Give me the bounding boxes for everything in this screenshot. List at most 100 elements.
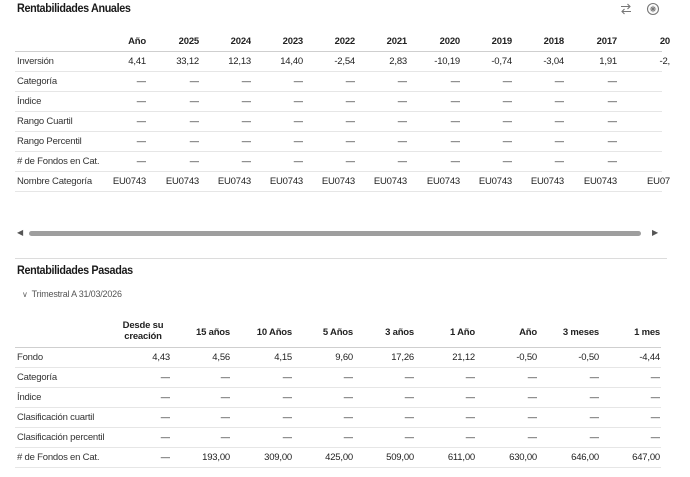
row-label: # de Fondos en Cat. bbox=[17, 452, 100, 463]
table-cell: 509,00 bbox=[386, 452, 414, 463]
table-cell: — bbox=[650, 372, 660, 383]
table-cell: 611,00 bbox=[447, 452, 475, 463]
table-cell: — bbox=[527, 432, 537, 443]
table-cell: — bbox=[397, 116, 407, 127]
table-cell: — bbox=[650, 392, 660, 403]
table-cell: — bbox=[450, 96, 460, 107]
table-cell: — bbox=[136, 96, 146, 107]
period-selector[interactable]: ∨ Trimestral A 31/03/2026 bbox=[22, 289, 122, 299]
table-cell: — bbox=[650, 432, 660, 443]
table-cell: — bbox=[160, 412, 170, 423]
table-cell: — bbox=[607, 156, 617, 167]
table-cell: — bbox=[502, 136, 512, 147]
table-row: Inversión 4,41 33,12 12,13 14,40 -2,54 2,83 -10… bbox=[15, 52, 670, 72]
table-cell: EU0743 bbox=[530, 176, 564, 187]
table-cell: — bbox=[282, 372, 292, 383]
table-cell: EU0743 bbox=[373, 176, 407, 187]
column-header: Año bbox=[128, 36, 146, 47]
column-header: 1 Año bbox=[449, 327, 475, 338]
table-row: Nombre Categoría EU0743 EU0743 EU0743 EU0743… bbox=[15, 172, 670, 192]
row-label: # de Fondos en Cat. bbox=[17, 156, 100, 167]
table-cell: — bbox=[607, 116, 617, 127]
table-cell: — bbox=[189, 116, 199, 127]
column-header: 15 años bbox=[196, 327, 230, 338]
table-cell: — bbox=[189, 96, 199, 107]
table-cell: 646,00 bbox=[571, 452, 599, 463]
table-cell: — bbox=[397, 156, 407, 167]
table-cell: — bbox=[345, 156, 355, 167]
table-cell: — bbox=[404, 412, 414, 423]
scroll-left-icon[interactable]: ◀ bbox=[17, 228, 24, 237]
table-cell: — bbox=[589, 392, 599, 403]
section-divider bbox=[15, 258, 667, 259]
table-row: # de Fondos en Cat. — 193,00 309,00 425,00 50… bbox=[15, 448, 661, 468]
table-cell: — bbox=[293, 96, 303, 107]
column-header: 3 años bbox=[385, 327, 414, 338]
table-cell: — bbox=[136, 136, 146, 147]
table-cell: EU0743 bbox=[269, 176, 303, 187]
table-cell: -10,19 bbox=[434, 56, 460, 67]
table-cell: 1,91 bbox=[599, 56, 617, 67]
table-cell: -0,50 bbox=[578, 352, 599, 363]
swap-arrows-icon[interactable] bbox=[619, 2, 633, 16]
table-cell: EU0743 bbox=[426, 176, 460, 187]
table-cell: — bbox=[450, 76, 460, 87]
table-cell: 33,12 bbox=[176, 56, 199, 67]
row-label: Categoría bbox=[17, 372, 57, 383]
table-cell: — bbox=[189, 76, 199, 87]
table-cell: 9,60 bbox=[335, 352, 353, 363]
column-header: Año bbox=[519, 327, 537, 338]
column-header: 10 Años bbox=[256, 327, 292, 338]
table-cell: — bbox=[527, 392, 537, 403]
table-cell: — bbox=[136, 76, 146, 87]
column-header: 2022 bbox=[334, 36, 355, 47]
table-cell: 647,00 bbox=[632, 452, 660, 463]
table-cell: — bbox=[220, 372, 230, 383]
table-row: Clasificación percentil — — — — — — — — — bbox=[15, 428, 661, 448]
table-cell: — bbox=[220, 392, 230, 403]
table-cell: 4,41 bbox=[128, 56, 146, 67]
table-row: Categoría — — — — — — — — — — bbox=[15, 72, 662, 92]
table-cell: — bbox=[160, 452, 170, 463]
table-cell: — bbox=[554, 76, 564, 87]
table-cell: — bbox=[607, 76, 617, 87]
table-row: Índice — — — — — — — — — bbox=[15, 388, 661, 408]
table-cell: 193,00 bbox=[202, 452, 230, 463]
scroll-right-icon[interactable]: ▶ bbox=[652, 228, 659, 237]
table-cell: — bbox=[554, 136, 564, 147]
table-cell: — bbox=[220, 432, 230, 443]
table-cell: 4,43 bbox=[152, 352, 170, 363]
past-returns-title: Rentabilidades Pasadas bbox=[17, 263, 133, 277]
table-cell: 4,56 bbox=[212, 352, 230, 363]
horizontal-scrollbar[interactable]: ◀ ▶ bbox=[17, 228, 659, 238]
table-cell: — bbox=[589, 432, 599, 443]
scrollbar-thumb[interactable] bbox=[29, 231, 641, 236]
table-cell: — bbox=[650, 412, 660, 423]
table-cell: — bbox=[282, 432, 292, 443]
table-cell: — bbox=[450, 136, 460, 147]
table-cell: EU07 bbox=[647, 176, 670, 187]
table-cell: — bbox=[345, 136, 355, 147]
table-cell: — bbox=[160, 372, 170, 383]
row-label: Índice bbox=[17, 392, 42, 403]
table-cell: 2,83 bbox=[389, 56, 407, 67]
chevron-down-icon: ∨ bbox=[22, 290, 28, 299]
table-cell: 309,00 bbox=[264, 452, 292, 463]
column-header: 2025 bbox=[178, 36, 199, 47]
table-cell: — bbox=[345, 116, 355, 127]
table-cell: — bbox=[502, 76, 512, 87]
table-row: Clasificación cuartil — — — — — — — — — bbox=[15, 408, 661, 428]
table-cell: — bbox=[293, 136, 303, 147]
table-cell: — bbox=[404, 392, 414, 403]
table-cell: — bbox=[502, 96, 512, 107]
table-cell: — bbox=[404, 432, 414, 443]
table-cell: -3,04 bbox=[543, 56, 564, 67]
table-cell: — bbox=[189, 156, 199, 167]
table-cell bbox=[622, 72, 670, 91]
settings-icon[interactable] bbox=[646, 2, 660, 16]
table-header-row: Año 2025 2024 2023 2022 2021 2020 2019 2018 2017 2… bbox=[15, 32, 670, 52]
table-cell: 630,00 bbox=[509, 452, 537, 463]
table-cell: — bbox=[136, 156, 146, 167]
table-cell: — bbox=[293, 116, 303, 127]
table-cell: 12,13 bbox=[228, 56, 251, 67]
